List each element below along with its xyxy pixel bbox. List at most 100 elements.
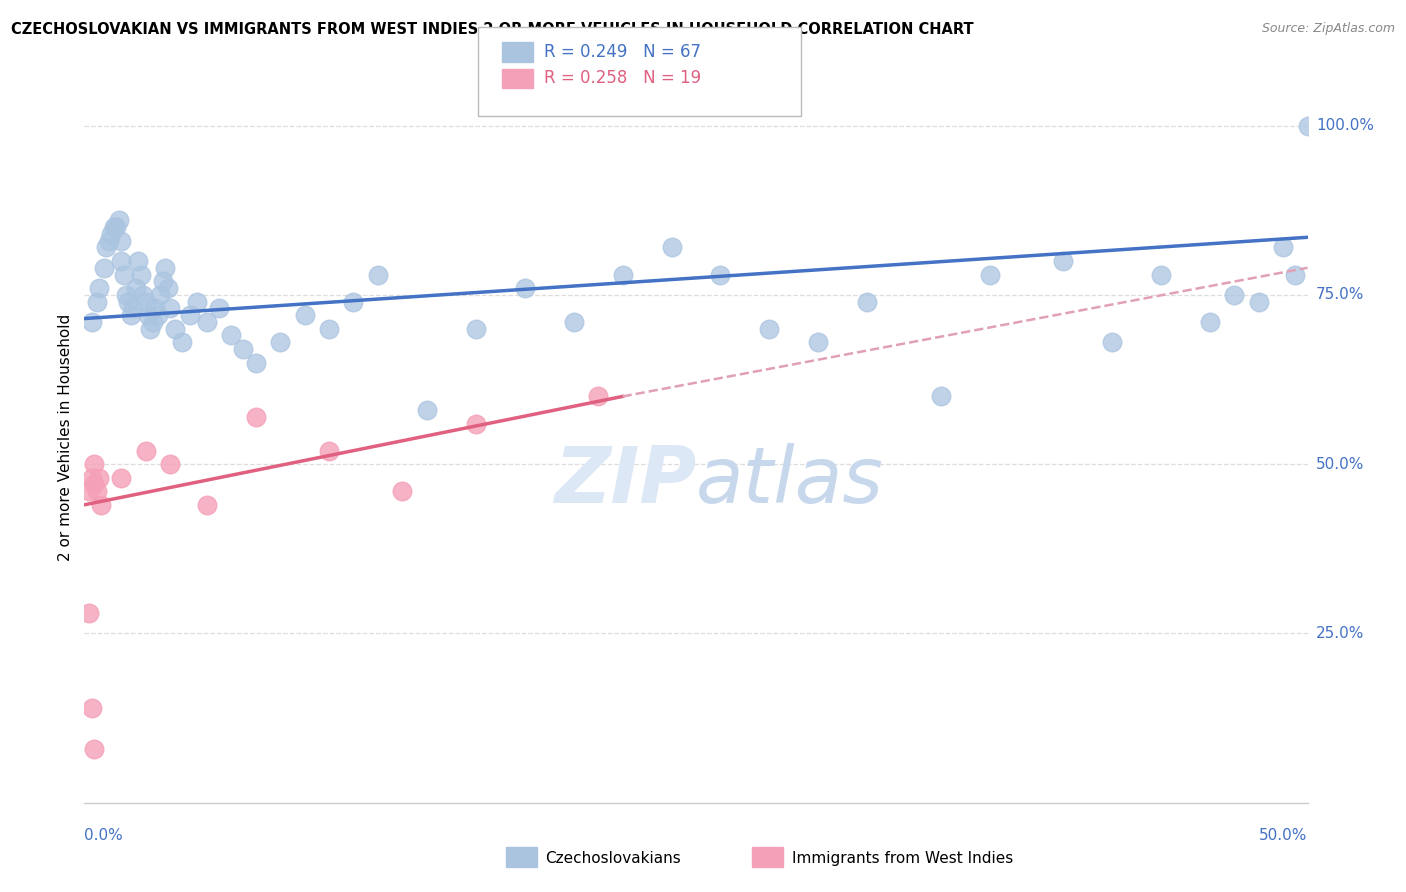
Point bbox=[318, 443, 340, 458]
Point bbox=[77, 484, 100, 499]
Point bbox=[232, 342, 254, 356]
Point bbox=[1198, 315, 1220, 329]
Point bbox=[86, 484, 108, 499]
Point bbox=[103, 220, 125, 235]
Point bbox=[110, 471, 132, 485]
Point bbox=[115, 288, 138, 302]
Point bbox=[1247, 294, 1270, 309]
Point bbox=[83, 457, 105, 471]
Point bbox=[342, 294, 364, 309]
Point bbox=[96, 240, 118, 254]
Point bbox=[110, 254, 132, 268]
Point bbox=[122, 301, 145, 316]
Text: R = 0.258   N = 19: R = 0.258 N = 19 bbox=[544, 70, 702, 87]
Point bbox=[1272, 240, 1295, 254]
Point bbox=[1284, 268, 1306, 282]
Point bbox=[139, 322, 162, 336]
Point bbox=[929, 389, 952, 403]
Point bbox=[143, 301, 166, 316]
Point bbox=[245, 409, 267, 424]
Point bbox=[709, 268, 731, 282]
Point bbox=[391, 484, 413, 499]
Point bbox=[513, 281, 536, 295]
Point bbox=[1052, 254, 1074, 268]
Point bbox=[107, 213, 129, 227]
Point bbox=[159, 301, 181, 316]
Point bbox=[208, 301, 231, 316]
Point bbox=[219, 328, 242, 343]
Point bbox=[807, 335, 830, 350]
Point bbox=[146, 308, 169, 322]
Y-axis label: 2 or more Vehicles in Household: 2 or more Vehicles in Household bbox=[58, 313, 73, 561]
Point bbox=[80, 701, 103, 715]
Point bbox=[172, 335, 194, 350]
Point bbox=[153, 260, 176, 275]
Point bbox=[163, 322, 186, 336]
Point bbox=[586, 389, 609, 403]
Point bbox=[464, 322, 486, 336]
Point bbox=[758, 322, 780, 336]
Point bbox=[87, 471, 110, 485]
Point bbox=[135, 443, 157, 458]
Point bbox=[97, 234, 120, 248]
Point bbox=[416, 403, 439, 417]
Text: ZIP: ZIP bbox=[554, 443, 696, 519]
Point bbox=[117, 294, 139, 309]
Text: atlas: atlas bbox=[696, 443, 884, 519]
Point bbox=[105, 220, 128, 235]
Point bbox=[83, 741, 105, 756]
Point bbox=[1223, 288, 1246, 302]
Point bbox=[112, 268, 135, 282]
Point bbox=[83, 477, 105, 491]
Text: 50.0%: 50.0% bbox=[1316, 457, 1364, 472]
Point bbox=[179, 308, 201, 322]
Point bbox=[142, 315, 165, 329]
Text: 75.0%: 75.0% bbox=[1316, 287, 1364, 302]
Text: CZECHOSLOVAKIAN VS IMMIGRANTS FROM WEST INDIES 2 OR MORE VEHICLES IN HOUSEHOLD C: CZECHOSLOVAKIAN VS IMMIGRANTS FROM WEST … bbox=[11, 22, 974, 37]
Point bbox=[1150, 268, 1173, 282]
Point bbox=[856, 294, 879, 309]
Point bbox=[195, 498, 218, 512]
Text: Source: ZipAtlas.com: Source: ZipAtlas.com bbox=[1261, 22, 1395, 36]
Point bbox=[80, 315, 103, 329]
Point bbox=[156, 281, 179, 295]
Point bbox=[125, 281, 148, 295]
Point bbox=[132, 288, 155, 302]
Point bbox=[979, 268, 1001, 282]
Point bbox=[77, 606, 100, 620]
Point bbox=[294, 308, 316, 322]
Point bbox=[464, 417, 486, 431]
Text: 0.0%: 0.0% bbox=[84, 828, 124, 843]
Point bbox=[120, 308, 142, 322]
Point bbox=[87, 281, 110, 295]
Point bbox=[152, 274, 174, 288]
Text: 100.0%: 100.0% bbox=[1316, 118, 1374, 133]
Point bbox=[195, 315, 218, 329]
Point bbox=[186, 294, 208, 309]
Point bbox=[129, 268, 152, 282]
Text: Immigrants from West Indies: Immigrants from West Indies bbox=[792, 851, 1012, 865]
Text: R = 0.249   N = 67: R = 0.249 N = 67 bbox=[544, 43, 702, 61]
Point bbox=[90, 498, 112, 512]
Point bbox=[318, 322, 340, 336]
Point bbox=[159, 457, 181, 471]
Point bbox=[136, 308, 159, 322]
Point bbox=[269, 335, 291, 350]
Point bbox=[110, 234, 132, 248]
Point bbox=[127, 254, 149, 268]
Point bbox=[612, 268, 634, 282]
Point bbox=[93, 260, 115, 275]
Point bbox=[100, 227, 122, 241]
Point bbox=[562, 315, 585, 329]
Text: Czechoslovakians: Czechoslovakians bbox=[546, 851, 682, 865]
Point bbox=[149, 288, 172, 302]
Point bbox=[1101, 335, 1123, 350]
Point bbox=[661, 240, 683, 254]
Point bbox=[135, 294, 157, 309]
Point bbox=[80, 471, 103, 485]
Text: 25.0%: 25.0% bbox=[1316, 626, 1364, 641]
Point bbox=[367, 268, 389, 282]
Text: 50.0%: 50.0% bbox=[1260, 828, 1308, 843]
Point bbox=[245, 355, 267, 369]
Point bbox=[1296, 119, 1319, 133]
